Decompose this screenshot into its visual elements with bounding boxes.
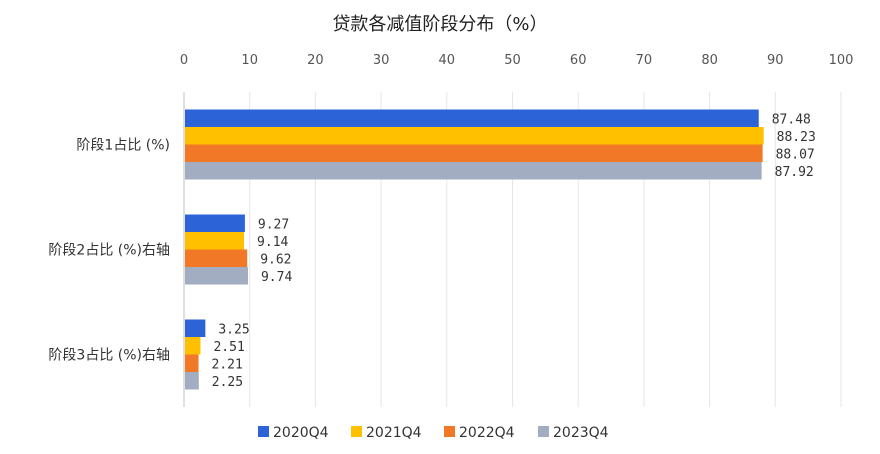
- bar: [185, 162, 762, 180]
- legend-swatch: [444, 426, 455, 437]
- legend-label: 2021Q4: [366, 425, 422, 441]
- x-tick-label: 80: [701, 53, 718, 68]
- bar: [185, 337, 201, 355]
- bar: [185, 354, 199, 372]
- legend: 2020Q4 2021Q4 2022Q4 2023Q4: [258, 425, 609, 441]
- data-label: 88.23: [777, 130, 816, 145]
- data-label: 88.07: [776, 147, 815, 162]
- legend-label: 2022Q4: [459, 425, 515, 441]
- bar: [185, 109, 759, 127]
- bars: [185, 109, 764, 390]
- data-label: 2.51: [213, 340, 244, 355]
- x-axis-ticks: 0 10 20 30 40 50 60 70 80 90 100: [180, 53, 854, 68]
- data-label: 9.74: [261, 270, 292, 285]
- data-labels: 87.48 88.23 88.07 87.92 9.27 9.14 9.62 9.74 3.25…: [212, 112, 816, 390]
- data-label: 9.62: [260, 252, 291, 267]
- x-tick-label: 40: [439, 53, 456, 68]
- legend-label: 2023Q4: [553, 425, 609, 441]
- x-tick-label: 70: [636, 53, 653, 68]
- data-label: 3.25: [218, 322, 249, 337]
- data-label: 9.14: [257, 235, 288, 250]
- bar: [185, 144, 763, 162]
- data-label: 87.48: [772, 112, 811, 127]
- x-tick-label: 0: [180, 53, 188, 68]
- legend-swatch: [351, 426, 362, 437]
- category-label: 阶段2占比 (%)右轴: [48, 243, 170, 259]
- chart-title: 贷款各减值阶段分布（%）: [332, 14, 547, 35]
- bar: [185, 127, 764, 145]
- x-tick-label: 50: [504, 53, 521, 68]
- data-label: 2.21: [212, 357, 243, 372]
- data-label: 9.27: [258, 217, 289, 232]
- x-tick-label: 30: [373, 53, 390, 68]
- bar: [185, 214, 245, 232]
- data-label: 87.92: [775, 165, 814, 180]
- legend-label: 2020Q4: [273, 425, 329, 441]
- bar: [185, 319, 206, 337]
- x-tick-label: 90: [767, 53, 784, 68]
- bar: [185, 267, 248, 285]
- x-tick-label: 100: [829, 53, 854, 68]
- x-tick-label: 20: [307, 53, 324, 68]
- category-label: 阶段1占比 (%): [76, 138, 170, 154]
- x-tick-label: 60: [570, 53, 587, 68]
- x-tick-label: 10: [241, 53, 258, 68]
- bar: [185, 232, 245, 250]
- legend-swatch: [538, 426, 549, 437]
- bar: [185, 249, 248, 267]
- data-label: 2.25: [212, 375, 243, 390]
- legend-swatch: [258, 426, 269, 437]
- category-label: 阶段3占比 (%)右轴: [48, 348, 170, 364]
- bar: [185, 372, 199, 390]
